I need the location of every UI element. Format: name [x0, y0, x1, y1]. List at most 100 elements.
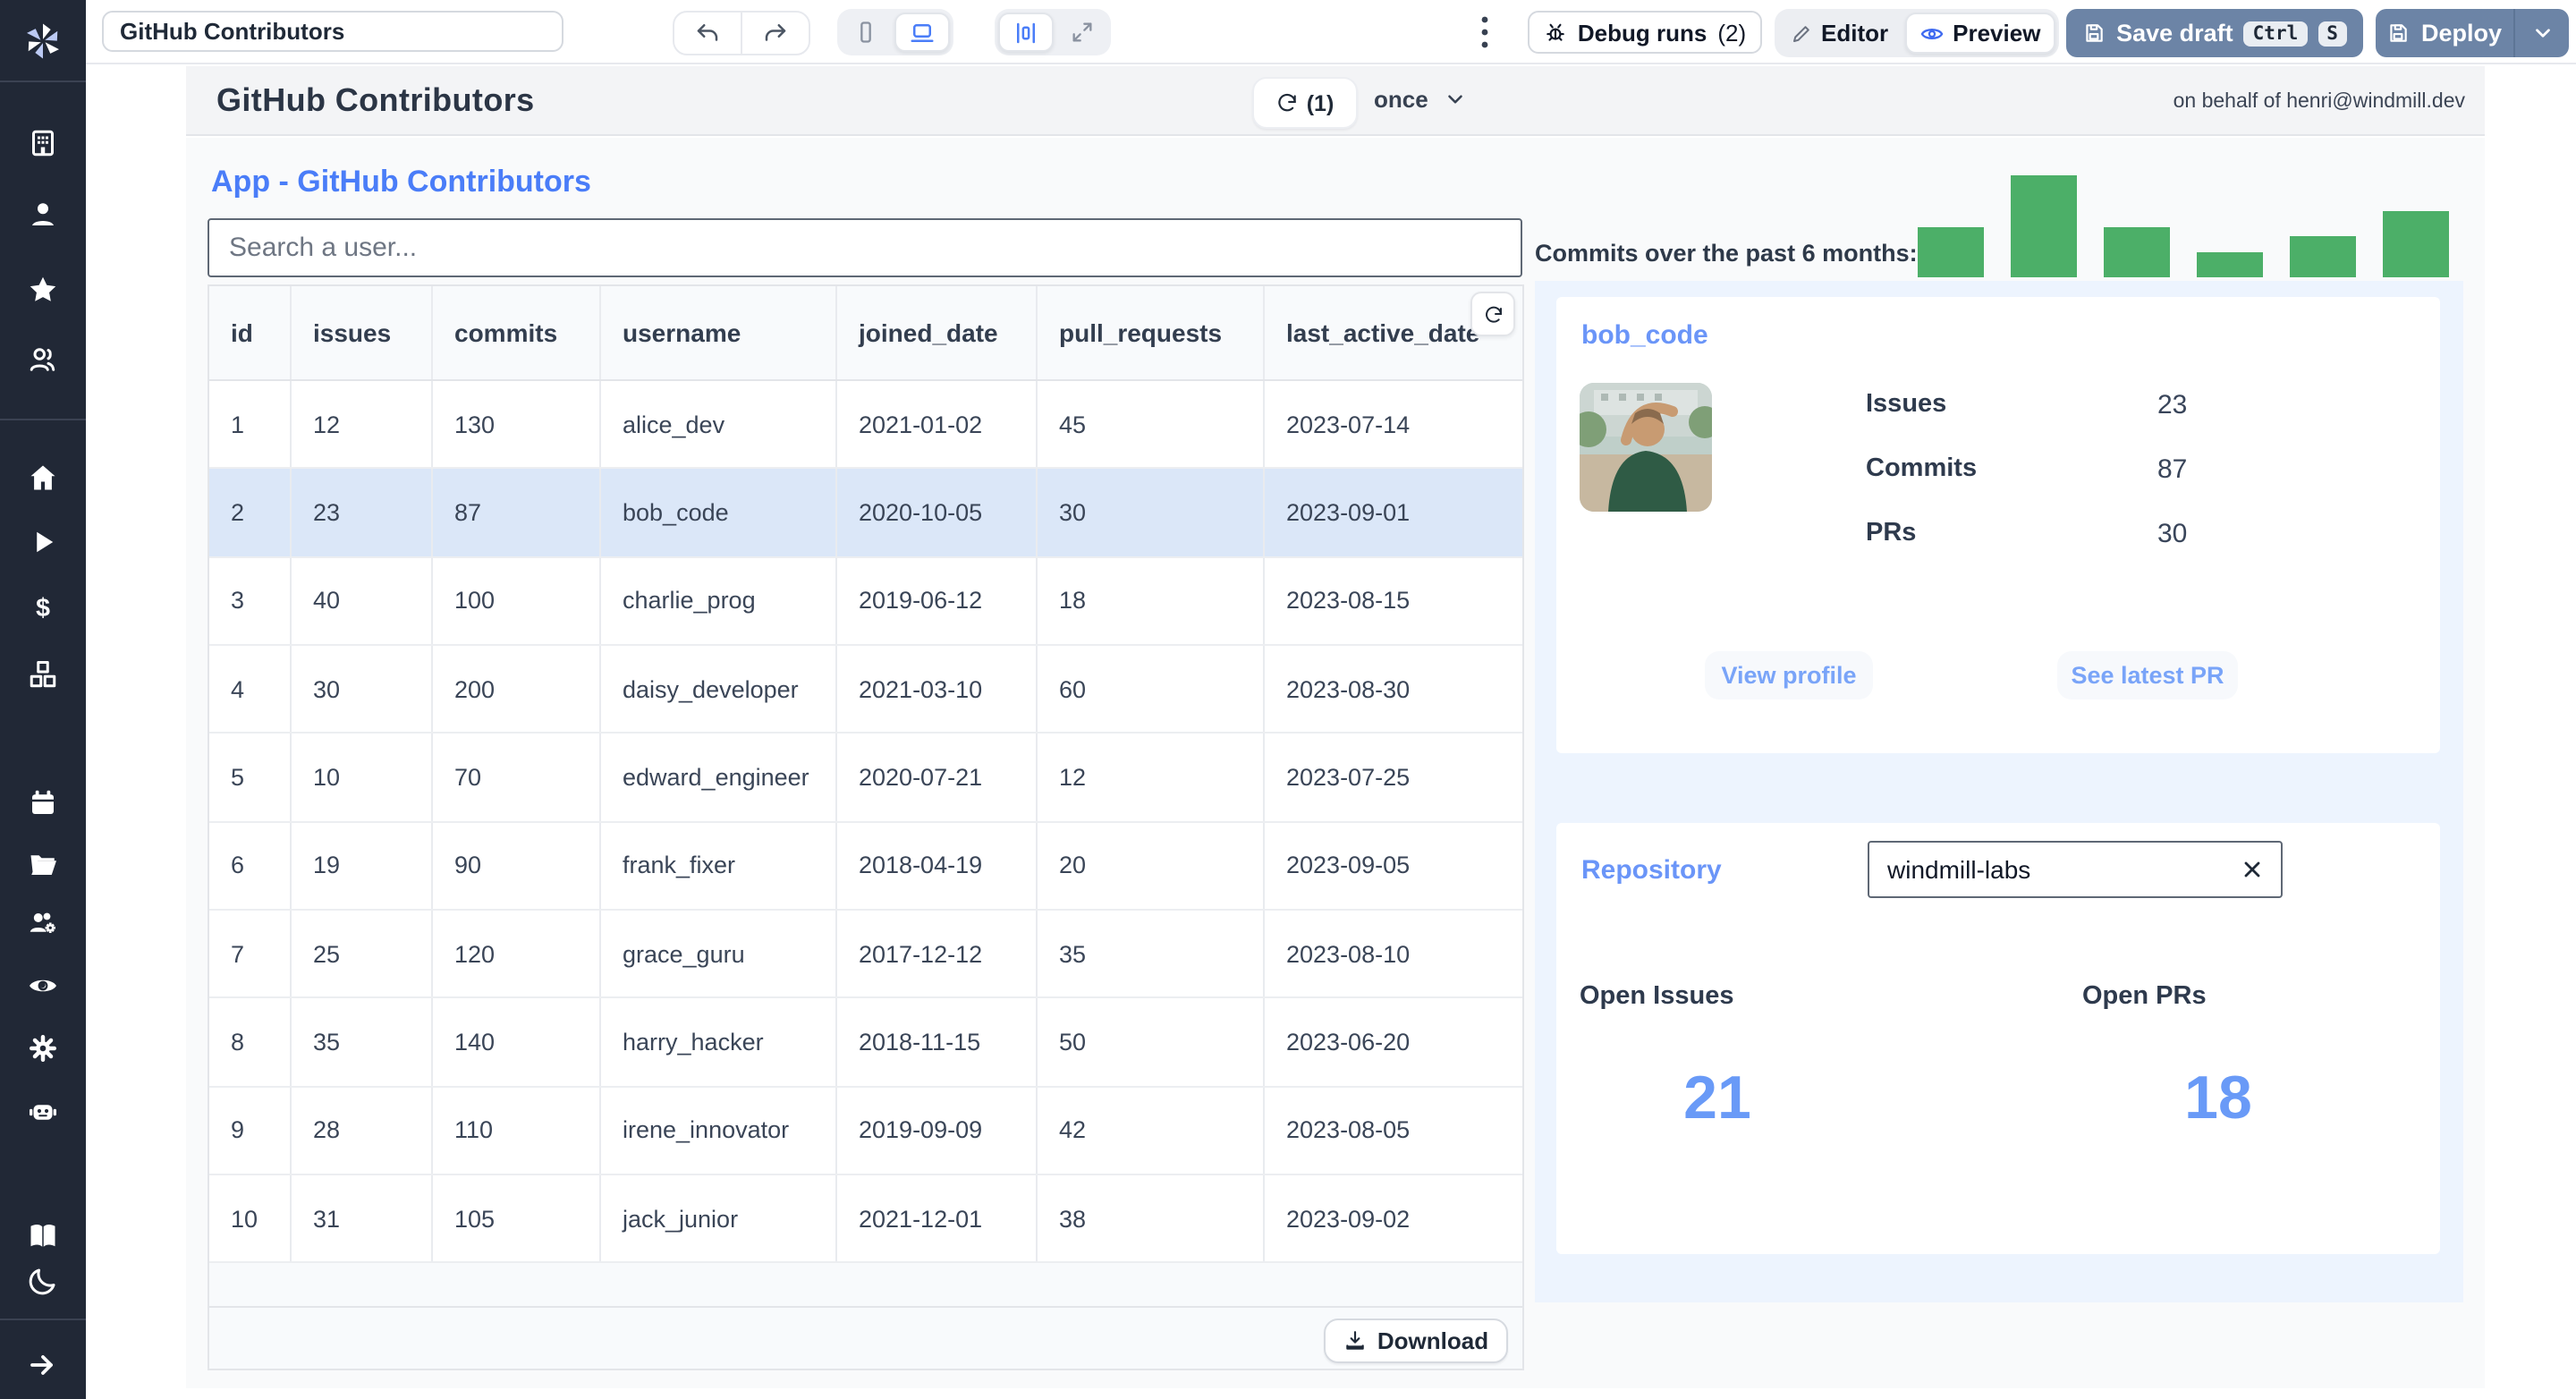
windmill-logo-icon[interactable] [0, 14, 86, 68]
save-icon [2086, 24, 2103, 42]
table-row-frank_fixer[interactable]: 6 19 90 frank_fixer 2018-04-19 20 2023-09-05 [209, 822, 1522, 911]
table-cell: 50 [1038, 998, 1265, 1086]
see-latest-pr-button[interactable]: See latest PR [2057, 651, 2238, 700]
table-cell: 20 [1038, 822, 1265, 910]
bar-month-3 [2104, 227, 2170, 277]
calendar-icon[interactable] [0, 787, 86, 819]
settings-icon[interactable] [0, 1032, 86, 1064]
deploy-button[interactable]: Deploy [2376, 9, 2569, 57]
table-header-row: id issues commits username joined_date pull_r… [209, 286, 1522, 381]
svg-text:$: $ [36, 594, 50, 623]
refresh-app-button[interactable]: (1) [1252, 77, 1358, 129]
repository-input-wrapper [1868, 841, 2283, 898]
arrow-right-icon[interactable] [0, 1349, 86, 1381]
clear-input-button[interactable] [2240, 857, 2265, 882]
bar-month-2 [2011, 175, 2077, 277]
device-toggle-group [837, 9, 953, 55]
redo-button[interactable] [741, 13, 809, 54]
schedule-dropdown[interactable]: once [1374, 86, 1468, 113]
user-icon[interactable] [0, 199, 86, 231]
star-icon[interactable] [0, 274, 86, 306]
save-draft-button[interactable]: Save draft Ctrl S [2066, 9, 2363, 57]
table-cell: 2021-12-01 [837, 1175, 1038, 1262]
table-row-edward_engineer[interactable]: 5 10 70 edward_engineer 2020-07-21 12 2023-07-… [209, 733, 1522, 823]
undo-button[interactable] [674, 13, 741, 54]
debug-runs-button[interactable]: Debug runs (2) [1528, 11, 1762, 54]
table-cell: 2023-06-20 [1286, 1029, 1411, 1056]
tab-editor[interactable]: Editor [1778, 13, 1901, 54]
deploy-menu-button[interactable] [2515, 21, 2569, 45]
avatar [1580, 383, 1712, 512]
robot-icon[interactable] [0, 1095, 86, 1127]
dollar-icon[interactable]: $ [0, 592, 86, 624]
redo-icon [765, 24, 786, 41]
table-row-charlie_prog[interactable]: 3 40 100 charlie_prog 2019-06-12 18 2023-08-15 [209, 557, 1522, 647]
table-row-daisy_developer[interactable]: 4 30 200 daisy_developer 2021-03-10 60 2023-08… [209, 646, 1522, 734]
building-icon[interactable] [0, 127, 86, 159]
view-profile-button[interactable]: View profile [1705, 651, 1873, 700]
bar-month-1 [1918, 227, 1984, 277]
contributors-table: id issues commits username joined_date pull_r… [208, 284, 1524, 1371]
table-cell: 31 [292, 1175, 433, 1262]
repository-input[interactable] [1869, 843, 2245, 896]
table-cell: 2023-08-05 [1286, 1116, 1411, 1144]
table-cell: bob_code [601, 469, 837, 556]
book-icon[interactable] [0, 1220, 86, 1252]
home-icon[interactable] [0, 462, 86, 494]
bar-month-5 [2290, 236, 2356, 277]
table-cell: 35 [1038, 911, 1265, 997]
mobile-view-button[interactable] [841, 13, 891, 52]
users-cog-icon[interactable] [0, 907, 86, 939]
table-cell: 23 [292, 469, 433, 556]
table-cell: 4 [209, 646, 292, 733]
folder-icon[interactable] [0, 848, 86, 880]
table-cell: 28 [292, 1087, 433, 1174]
column-header-issues: issues [292, 286, 433, 379]
table-row-bob_code[interactable]: 2 23 87 bob_code 2020-10-05 30 2023-09-01 [209, 469, 1522, 558]
table-cell: harry_hacker [601, 998, 837, 1086]
undo-redo-group [673, 11, 810, 55]
open-issues-label: Open Issues [1580, 982, 1734, 1011]
table-row-grace_guru[interactable]: 7 25 120 grace_guru 2017-12-12 35 2023-08-10 [209, 911, 1522, 999]
users-icon[interactable] [0, 343, 86, 376]
fullscreen-button[interactable] [1057, 13, 1107, 52]
table-refresh-button[interactable] [1470, 292, 1515, 336]
more-options-button[interactable] [1474, 14, 1496, 50]
shortcut-s: S [2318, 21, 2347, 46]
search-input[interactable] [208, 218, 1522, 277]
center-align-button[interactable] [998, 13, 1054, 52]
table-cell: 2019-06-12 [837, 557, 1038, 645]
table-row-alice_dev[interactable]: 1 12 130 alice_dev 2021-01-02 45 2023-07-14 [209, 381, 1522, 470]
table-cell: 8 [209, 998, 292, 1086]
table-cell: 2023-08-10 [1286, 940, 1411, 968]
column-header-username: username [601, 286, 837, 379]
eye-icon[interactable] [0, 970, 86, 1002]
expand-icon [1072, 22, 1092, 42]
table-row-jack_junior[interactable]: 10 31 105 jack_junior 2021-12-01 38 2023-09-02 [209, 1175, 1522, 1264]
column-header-id: id [209, 286, 292, 379]
tab-preview[interactable]: Preview [1904, 13, 2055, 54]
table-row-irene_innovator[interactable]: 9 28 110 irene_innovator 2019-09-09 42 2023-08… [209, 1087, 1522, 1176]
table-cell: 25 [292, 911, 433, 997]
boxes-icon[interactable] [0, 658, 86, 691]
play-icon[interactable] [0, 526, 86, 558]
sidebar: $ [0, 0, 86, 1399]
table-cell: 2023-08-30 [1286, 675, 1411, 703]
table-cell: 9 [209, 1087, 292, 1174]
repository-card: Repository Open Issues Open PRs 21 18 [1556, 823, 2440, 1254]
table-cell: 30 [1038, 469, 1265, 556]
stat-value-issues: 23 [2157, 390, 2188, 420]
sidebar-divider [0, 419, 86, 420]
deploy-label: Deploy [2420, 20, 2502, 47]
table-cell: 2017-12-12 [837, 911, 1038, 997]
desktop-view-button[interactable] [894, 13, 950, 52]
moon-icon[interactable] [0, 1265, 86, 1297]
column-header-pull_requests: pull_requests [1038, 286, 1265, 379]
table-cell: 2023-07-25 [1286, 764, 1411, 792]
table-cell: irene_innovator [601, 1087, 837, 1174]
table-cell: 12 [1038, 733, 1265, 821]
download-button[interactable]: Download [1324, 1318, 1508, 1364]
table-row-harry_hacker[interactable]: 8 35 140 harry_hacker 2018-11-15 50 2023-06-20 [209, 998, 1522, 1088]
table-cell: grace_guru [601, 911, 837, 997]
app-title-input[interactable] [102, 11, 564, 52]
